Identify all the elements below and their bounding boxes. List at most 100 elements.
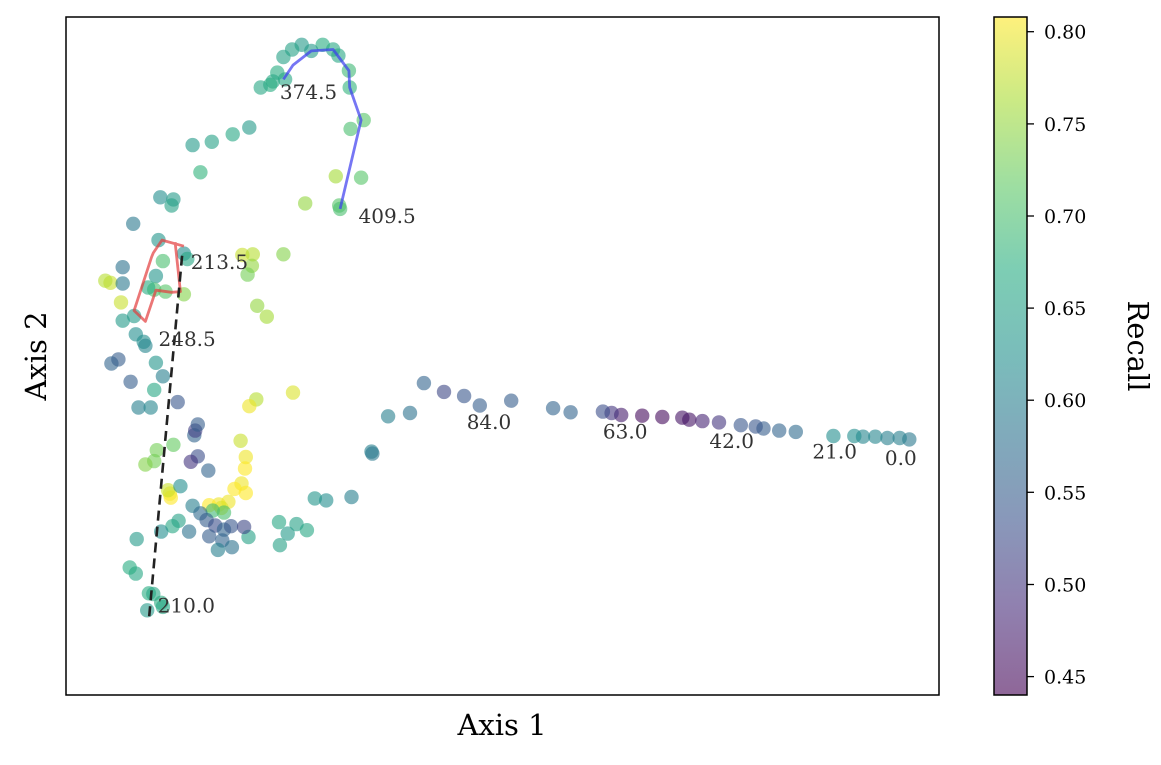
colorbar-tick-label: 0.65 xyxy=(1044,298,1086,320)
colorbar-tick-label: 0.70 xyxy=(1044,206,1086,228)
colorbar-tick-label: 0.80 xyxy=(1044,22,1086,44)
scatter-point xyxy=(504,393,519,408)
annotation-label: 248.5 xyxy=(159,327,216,351)
scatter-point xyxy=(328,169,343,184)
scatter-point xyxy=(315,37,330,52)
scatter-point xyxy=(456,388,472,404)
scatter-point xyxy=(225,127,240,142)
colorbar-frame xyxy=(993,16,1028,696)
blue-path xyxy=(282,48,363,210)
scatter-point xyxy=(880,430,895,446)
scatter-point xyxy=(173,479,188,494)
scatter-point xyxy=(183,454,198,469)
scatter-point xyxy=(332,201,348,217)
scatter-point xyxy=(472,398,487,413)
scatter-point xyxy=(826,428,841,444)
y-axis-label: Axis 2 xyxy=(19,311,53,401)
scatter-point xyxy=(140,280,156,295)
scatter-point xyxy=(289,516,304,532)
scatter-point xyxy=(224,540,240,555)
trajectory-lines xyxy=(132,48,363,620)
scatter-point xyxy=(181,524,197,539)
annotation-label: 63.0 xyxy=(603,420,648,444)
scatter-point xyxy=(272,538,288,553)
scatter-point xyxy=(149,443,164,458)
scatter-point xyxy=(772,423,787,438)
scatter-point xyxy=(595,404,611,419)
scatter-point xyxy=(126,216,141,231)
scatter-point xyxy=(695,413,710,429)
scatter-points xyxy=(98,37,917,618)
scatter-point xyxy=(892,430,907,446)
black-dashed-path xyxy=(147,255,184,620)
scatter-point xyxy=(259,309,274,324)
scatter-point xyxy=(711,415,727,430)
scatter-point xyxy=(202,529,217,544)
scatter-point xyxy=(402,405,418,421)
scatter-point xyxy=(242,399,257,414)
scatter-point xyxy=(122,560,137,575)
scatter-point xyxy=(223,519,239,534)
colorbar-ticks: 0.45 0.50 0.55 0.60 0.65 0.70 0.75 0.80 xyxy=(1027,22,1086,689)
x-axis-label: Axis 1 xyxy=(456,708,546,742)
scatter-point xyxy=(235,247,250,263)
scatter-point xyxy=(299,523,315,538)
scatter-point xyxy=(788,424,803,440)
scatter-point xyxy=(285,385,301,400)
scatter-point xyxy=(353,170,369,185)
scatter-point xyxy=(276,247,291,262)
scatter-point xyxy=(748,419,763,434)
scatter-point xyxy=(140,603,155,618)
scatter-point xyxy=(201,463,216,478)
scatter-point xyxy=(131,400,146,415)
scatter-point xyxy=(160,483,176,498)
scatter-point xyxy=(147,382,162,398)
scatter-point xyxy=(319,493,334,508)
scatter-point xyxy=(166,437,181,452)
scatter-point xyxy=(675,410,690,425)
annotation-label: 42.0 xyxy=(709,429,754,453)
scatter-point xyxy=(436,384,452,400)
scatter-point xyxy=(216,505,232,520)
scatter-point xyxy=(113,295,129,310)
colorbar-tick-label: 0.60 xyxy=(1044,390,1086,412)
scatter-point xyxy=(98,273,113,288)
scatter-point xyxy=(138,457,153,472)
scatter-point xyxy=(148,355,164,370)
colorbar-tick-label: 0.45 xyxy=(1044,667,1086,689)
scatter-point xyxy=(236,519,252,535)
colorbar-tick-label: 0.55 xyxy=(1044,482,1086,504)
annotation-label: 21.0 xyxy=(812,439,857,463)
scatter-point xyxy=(240,267,255,282)
scatter-point xyxy=(151,232,166,248)
scatter-point xyxy=(365,446,380,461)
scatter-point xyxy=(655,409,670,425)
scatter-point xyxy=(380,409,396,424)
scatter-point xyxy=(276,49,291,65)
scatter-point xyxy=(233,433,248,448)
scatter-point xyxy=(155,253,171,269)
red-path xyxy=(132,238,185,323)
scatter-point xyxy=(250,298,265,313)
scatter-point xyxy=(193,165,208,180)
scatter-point xyxy=(847,428,862,444)
scatter-point xyxy=(155,599,171,615)
annotation-label: 84.0 xyxy=(467,410,512,434)
scatter-point xyxy=(238,449,253,465)
scatter-point xyxy=(115,260,130,275)
scatter-point xyxy=(123,374,138,389)
scatter-point xyxy=(868,429,883,444)
annotation-label: 409.5 xyxy=(359,204,416,228)
scatter-point xyxy=(238,485,253,501)
scatter-point xyxy=(253,80,268,95)
scatter-point xyxy=(165,519,180,534)
scatter-point xyxy=(115,276,130,291)
colorbar-gradient xyxy=(994,17,1027,695)
scatter-point xyxy=(245,247,260,262)
scatter-point xyxy=(153,190,168,205)
scatter-point xyxy=(210,542,226,558)
annotation-label: 213.5 xyxy=(191,250,248,274)
scatter-point xyxy=(155,369,171,384)
